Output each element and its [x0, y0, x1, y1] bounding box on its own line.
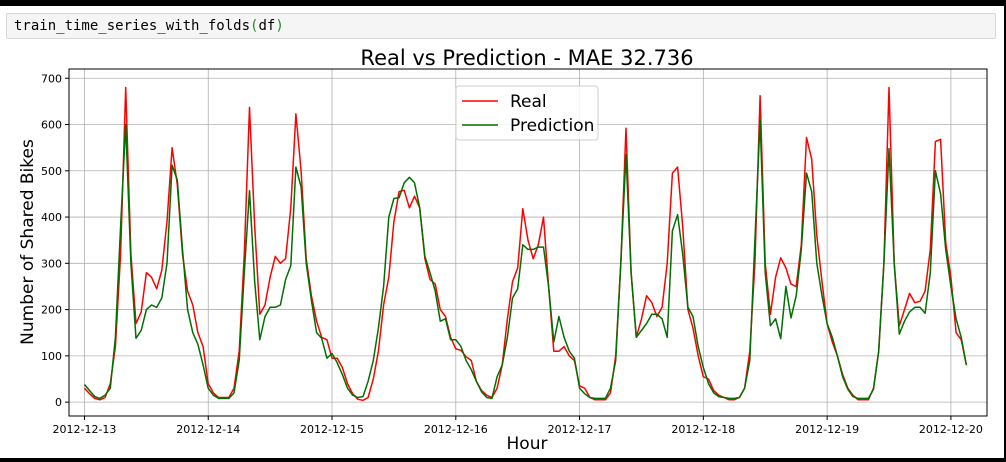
code-line: train_time_series_with_folds(df) — [14, 18, 284, 35]
x-tick-label: 2012-12-17 — [548, 423, 612, 436]
close-paren: ) — [275, 18, 284, 34]
y-tick-label: 400 — [41, 211, 62, 224]
series-line-real — [83, 86, 968, 402]
x-tick-label: 2012-12-19 — [795, 423, 859, 436]
open-paren: ( — [250, 18, 259, 34]
y-tick-label: 600 — [41, 119, 62, 132]
y-tick-label: 700 — [41, 72, 62, 85]
window-edge — [1004, 6, 1006, 458]
series-line-prediction — [83, 119, 968, 400]
chart-figure: Real vs Prediction - MAE 32.736 0 100 200 3… — [18, 46, 988, 454]
grid-layer — [69, 69, 987, 416]
code-argument: df — [258, 18, 276, 34]
y-tick-label: 200 — [41, 304, 62, 317]
plot-frame — [68, 68, 988, 417]
chart-legend: Real Prediction — [455, 85, 599, 141]
code-input-area[interactable]: train_time_series_with_folds(df) — [6, 13, 996, 39]
series-layer — [83, 86, 968, 402]
x-tick-label: 2012-12-18 — [671, 423, 735, 436]
x-tick-label: 2012-12-20 — [919, 423, 983, 436]
x-tick-label: 2012-12-16 — [424, 423, 488, 436]
chart-title: Real vs Prediction - MAE 32.736 — [360, 46, 693, 70]
cell-output: Real vs Prediction - MAE 32.736 0 100 200 3… — [0, 42, 1006, 458]
legend-label-prediction: Prediction — [510, 116, 594, 136]
y-tick-label: 300 — [41, 257, 62, 270]
legend-label-real: Real — [510, 92, 547, 112]
x-axis-label: Hour — [507, 434, 548, 454]
y-tick-label: 0 — [55, 396, 62, 409]
top-bar — [0, 0, 1006, 6]
y-tick-label: 500 — [41, 165, 62, 178]
y-tick-label: 100 — [41, 350, 62, 363]
legend-box — [455, 85, 599, 141]
x-tick-label: 2012-12-15 — [300, 423, 364, 436]
notebook-cell: train_time_series_with_folds(df) Real vs… — [0, 6, 1006, 458]
code-function-name: train_time_series_with_folds — [14, 18, 251, 34]
x-tick-label: 2012-12-13 — [53, 423, 117, 436]
y-axis-label: Number of Shared Bikes — [18, 139, 38, 345]
ticks-layer: 0 100 200 300 400 500 600 700 2012-12-13 2012-12-… — [41, 72, 983, 436]
x-tick-label: 2012-12-14 — [176, 423, 240, 436]
